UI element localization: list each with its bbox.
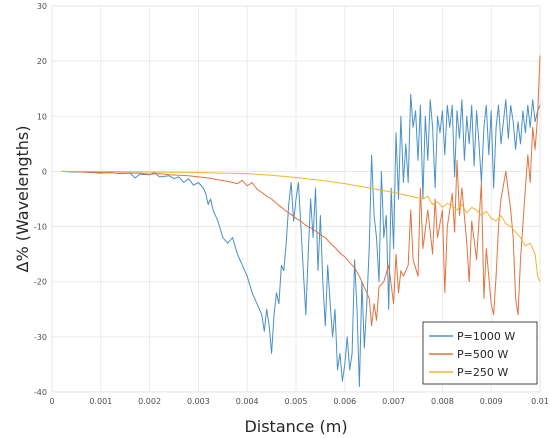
x-tick-label: 0.004 xyxy=(236,397,259,406)
x-tick-label: 0.007 xyxy=(382,397,405,406)
series-group xyxy=(61,55,541,387)
series-line-1 xyxy=(61,55,541,327)
y-axis-title: Δ% (Wavelengths) xyxy=(13,126,32,273)
y-tick-label: 20 xyxy=(37,57,47,66)
legend-label-0: P=1000 W xyxy=(457,330,515,343)
x-tick-label: 0.008 xyxy=(431,397,454,406)
legend-label-1: P=500 W xyxy=(457,348,508,361)
x-tick-label: 0.009 xyxy=(480,397,503,406)
y-tick-label: 10 xyxy=(37,112,47,121)
y-tick-label: -40 xyxy=(34,388,47,397)
grid xyxy=(51,5,541,393)
x-tick-label: 0.006 xyxy=(333,397,356,406)
y-tick-label: 30 xyxy=(37,2,47,11)
legend-label-2: P=250 W xyxy=(457,366,508,379)
y-tick-label: -30 xyxy=(34,333,47,342)
x-tick-label: 0.001 xyxy=(89,397,112,406)
x-tick-label: 0.005 xyxy=(285,397,308,406)
x-axis-title: Distance (m) xyxy=(244,417,347,436)
legend-box xyxy=(422,321,538,385)
x-tick-label: 0.01 xyxy=(531,397,549,406)
x-tick-label: 0.002 xyxy=(138,397,161,406)
x-tick-label: 0 xyxy=(49,397,54,406)
y-tick-label: 0 xyxy=(42,167,47,176)
series-line-2 xyxy=(61,170,541,282)
y-tick-label: -20 xyxy=(34,278,47,287)
series-line-0 xyxy=(61,93,541,387)
legend: P=1000 W P=500 W P=250 W xyxy=(422,321,538,385)
y-tick-label: -10 xyxy=(34,223,47,232)
x-tick-label: 0.003 xyxy=(187,397,210,406)
tick-labels: 0 0.001 0.002 0.003 0.004 0.005 0.006 0.007 0.00… xyxy=(34,2,549,406)
